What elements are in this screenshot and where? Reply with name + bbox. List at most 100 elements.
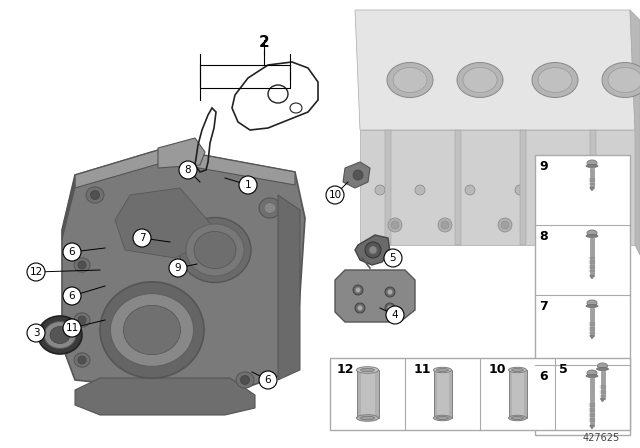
Circle shape <box>63 243 81 261</box>
Text: 11: 11 <box>65 323 79 333</box>
Polygon shape <box>590 276 594 279</box>
Ellipse shape <box>587 370 597 376</box>
Circle shape <box>63 319 81 337</box>
Text: 10: 10 <box>328 190 342 200</box>
Ellipse shape <box>264 202 276 214</box>
Bar <box>509 370 527 418</box>
Ellipse shape <box>511 369 524 371</box>
Circle shape <box>355 288 360 293</box>
Ellipse shape <box>236 372 254 388</box>
Bar <box>356 370 378 418</box>
Polygon shape <box>590 336 594 339</box>
Text: 427625: 427625 <box>583 433 620 443</box>
Ellipse shape <box>100 282 204 378</box>
Circle shape <box>501 221 509 229</box>
Bar <box>535 155 630 435</box>
Text: 10: 10 <box>489 363 506 376</box>
Ellipse shape <box>50 327 70 344</box>
Text: 6: 6 <box>265 375 271 385</box>
Ellipse shape <box>360 368 374 372</box>
Circle shape <box>133 229 151 247</box>
Ellipse shape <box>194 232 236 268</box>
Circle shape <box>465 185 475 195</box>
Text: 12: 12 <box>337 363 355 376</box>
Circle shape <box>498 218 512 232</box>
Circle shape <box>415 185 425 195</box>
Ellipse shape <box>387 63 433 98</box>
Circle shape <box>169 259 187 277</box>
Circle shape <box>438 218 452 232</box>
Polygon shape <box>630 10 640 255</box>
Text: 7: 7 <box>539 300 548 313</box>
Ellipse shape <box>463 68 497 92</box>
Circle shape <box>353 170 363 180</box>
Ellipse shape <box>74 258 90 272</box>
Bar <box>455 130 461 245</box>
Ellipse shape <box>433 415 451 421</box>
Polygon shape <box>590 188 594 190</box>
Circle shape <box>386 306 404 324</box>
Circle shape <box>78 261 86 269</box>
Text: 12: 12 <box>29 267 43 277</box>
Text: 2: 2 <box>259 34 269 49</box>
Circle shape <box>78 356 86 364</box>
Ellipse shape <box>44 322 76 349</box>
Ellipse shape <box>124 305 180 355</box>
Ellipse shape <box>74 353 90 367</box>
Circle shape <box>78 316 86 324</box>
Polygon shape <box>590 426 594 428</box>
Circle shape <box>326 186 344 204</box>
Circle shape <box>353 285 363 295</box>
Bar <box>590 130 596 245</box>
Bar <box>436 370 449 418</box>
Ellipse shape <box>509 367 527 373</box>
Circle shape <box>515 185 525 195</box>
Circle shape <box>385 287 395 297</box>
Ellipse shape <box>538 68 572 92</box>
Ellipse shape <box>179 217 251 283</box>
Circle shape <box>259 371 277 389</box>
Ellipse shape <box>38 316 82 354</box>
Polygon shape <box>343 162 370 188</box>
Ellipse shape <box>436 417 449 419</box>
Circle shape <box>615 185 625 195</box>
Circle shape <box>239 176 257 194</box>
Circle shape <box>556 221 564 229</box>
Circle shape <box>387 306 392 310</box>
Ellipse shape <box>602 63 640 98</box>
Ellipse shape <box>457 63 503 98</box>
Polygon shape <box>115 188 220 258</box>
Circle shape <box>608 218 622 232</box>
Ellipse shape <box>74 313 90 327</box>
Bar <box>511 370 524 418</box>
Polygon shape <box>600 399 605 401</box>
Bar <box>433 370 451 418</box>
Circle shape <box>63 287 81 305</box>
Text: 9: 9 <box>175 263 181 273</box>
Ellipse shape <box>511 417 524 419</box>
Bar <box>360 370 374 418</box>
Ellipse shape <box>393 68 427 92</box>
Ellipse shape <box>596 367 609 370</box>
Ellipse shape <box>259 198 281 218</box>
Text: 5: 5 <box>390 253 396 263</box>
Text: 7: 7 <box>139 233 145 243</box>
Bar <box>520 130 526 245</box>
Polygon shape <box>75 148 295 188</box>
Circle shape <box>365 242 381 258</box>
Circle shape <box>369 246 377 254</box>
Ellipse shape <box>360 416 374 420</box>
Ellipse shape <box>433 367 451 373</box>
Bar <box>590 168 594 188</box>
Bar <box>590 378 594 426</box>
Circle shape <box>570 185 580 195</box>
Text: 11: 11 <box>414 363 431 376</box>
Circle shape <box>27 263 45 281</box>
Ellipse shape <box>598 363 607 369</box>
Polygon shape <box>62 175 75 240</box>
Circle shape <box>611 221 619 229</box>
Text: 4: 4 <box>392 310 398 320</box>
Circle shape <box>388 218 402 232</box>
Circle shape <box>387 289 392 294</box>
Text: 1: 1 <box>244 180 252 190</box>
